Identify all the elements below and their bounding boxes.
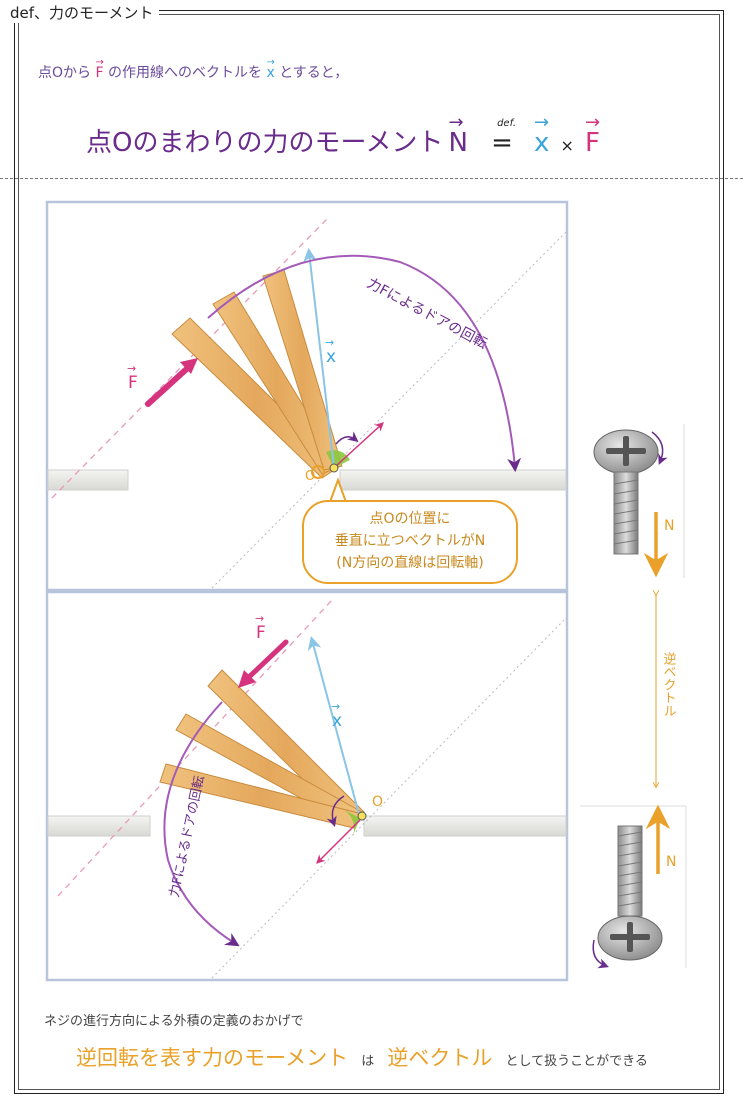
page-frame-inner	[18, 14, 720, 1090]
top-label-F-arrow: →	[127, 362, 136, 375]
footer-line2d: として扱うことができる	[505, 1054, 648, 1069]
bottom-pivot-point	[357, 811, 367, 821]
intro-part1: 点Oから	[38, 65, 92, 81]
top-pivot-orange	[311, 465, 325, 479]
bottom-label-F: F	[256, 623, 266, 643]
top-parallel-line	[211, 231, 567, 589]
footer-line2a: 逆回転を表す力のモーメント	[76, 1046, 349, 1070]
top-label-O: O	[305, 469, 315, 484]
bottom-panel: F → x → O 力Fによるドアの回転	[45, 590, 569, 982]
intro-vector-x: → x	[266, 57, 275, 81]
top-pink-small-arrow	[335, 422, 384, 467]
footer-line2b: は	[361, 1054, 375, 1069]
bottom-line-of-action	[57, 599, 333, 897]
definition-vector-N-arrow: →	[448, 112, 464, 133]
definition-vector-N: → N	[448, 112, 468, 158]
bottom-label-O: O	[372, 794, 383, 810]
bottom-small-curl	[326, 795, 345, 827]
screw-bottom-threads	[617, 831, 643, 907]
bubble-line3: (N方向の直線は回転軸)	[336, 555, 484, 571]
definition-lhs: 点Oのまわりの力のモーメント	[86, 128, 444, 158]
top-pivot-point	[329, 463, 339, 473]
definition-vector-F: → F	[584, 112, 601, 158]
screw-bottom-slot-v	[627, 922, 633, 952]
bottom-label-x-arrow: →	[331, 700, 340, 713]
bottom-rotation-arc	[163, 701, 240, 947]
top-rotation-arc	[207, 254, 522, 473]
bottom-F-arrowhead	[238, 670, 256, 688]
bubble-line2: 垂直に立つベクトルがN	[334, 533, 486, 549]
screw-bottom: N	[580, 804, 687, 969]
top-F-arrow	[145, 362, 194, 407]
definition-vector-F-arrow: →	[584, 112, 601, 133]
reverse-label: 逆ベクトル	[661, 651, 677, 717]
intro-part2: の作用線へのベクトルを	[108, 65, 262, 81]
bubble-line1: 点Oの位置に	[369, 511, 451, 527]
screw-bottom-shank	[617, 825, 643, 917]
top-small-curl	[335, 431, 359, 445]
top-label-F: F	[128, 373, 138, 393]
footer-line2c: 逆ベクトル	[387, 1046, 493, 1070]
screw-top-slot-v	[623, 436, 629, 466]
definition-cross: ×	[560, 136, 574, 155]
definition-defmark: def.	[497, 118, 517, 129]
screw-top-label-N: N	[664, 518, 674, 534]
top-explanation-bubble: 点Oの位置に 垂直に立つベクトルがN (N方向の直線は回転軸)	[302, 500, 518, 584]
top-x-vector	[303, 247, 335, 469]
bottom-x-vector	[307, 635, 361, 819]
bottom-F-arrow	[245, 639, 289, 681]
footer-line2: 逆回転を表す力のモーメント は 逆ベクトル として扱うことができる	[76, 1042, 648, 1072]
bottom-pivot-sector	[340, 808, 360, 838]
bottom-door-boards	[159, 669, 365, 829]
intro-vector-F: → F	[95, 57, 104, 81]
bottom-right-wall	[363, 815, 567, 837]
definition-formula: 点Oのまわりの力のモーメント → N def. = → x × → F	[86, 112, 601, 159]
screw-top-curl	[651, 431, 668, 465]
intro-vector-F-arrow: →	[95, 57, 104, 68]
bottom-pink-small-arrow	[316, 819, 361, 864]
top-left-wall	[47, 469, 129, 491]
intro-sentence: 点Oから → F の作用線へのベクトルを → x とすると，	[38, 57, 349, 82]
top-F-arrowhead	[180, 358, 198, 374]
heading-text: def、力のモーメント	[10, 4, 154, 22]
definition-vector-x: → x	[533, 112, 550, 158]
top-label-x: x	[326, 347, 336, 367]
top-right-wall	[339, 469, 567, 491]
bottom-left-wall	[47, 815, 151, 837]
bottom-label-F-arrow: →	[255, 612, 264, 625]
top-label-x-arrow: →	[325, 336, 334, 349]
top-door-boards	[171, 269, 343, 479]
heading: def、力のモーメント	[4, 2, 160, 23]
heading-divider	[0, 178, 743, 179]
page-frame	[14, 10, 724, 1094]
definition-equals: def. =	[491, 118, 517, 158]
screw-bottom-curl	[592, 939, 609, 969]
screw-top: N	[593, 424, 685, 578]
footer-line1: ネジの進行方向による外積の定義のおかげで	[44, 1014, 304, 1029]
screw-top-threads	[613, 479, 639, 545]
bottom-label-x: x	[332, 711, 342, 731]
screw-bottom-label-N: N	[666, 854, 676, 870]
intro-vector-x-arrow: →	[266, 57, 275, 68]
intro-part3: とすると，	[279, 65, 349, 81]
bottom-parallel-line	[211, 617, 567, 979]
definition-vector-x-arrow: →	[533, 112, 550, 133]
